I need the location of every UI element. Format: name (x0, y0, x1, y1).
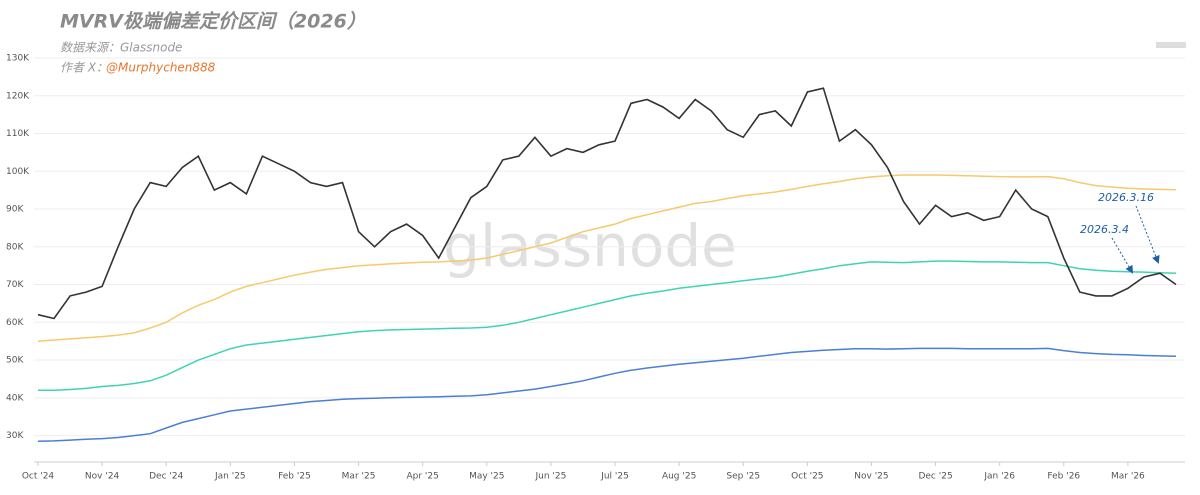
annotation: 2026.3.4 (1080, 223, 1129, 236)
y-tick-label: 50K (6, 356, 24, 366)
x-tick-label: Jan '25 (214, 472, 246, 482)
x-tick-label: Jan '26 (983, 472, 1015, 482)
x-tick-label: Jul '25 (600, 472, 629, 482)
x-tick-label: Apr '25 (406, 472, 438, 482)
x-tick-label: Dec '24 (149, 472, 183, 482)
series-line (37, 347, 1177, 442)
chart-title: MVRV极端偏差定价区间（2026） (60, 11, 366, 33)
y-tick-label: 80K (6, 242, 24, 252)
y-tick-label: 120K (6, 91, 30, 101)
author-label: 作者 X： (60, 61, 108, 75)
y-tick-label: 100K (6, 167, 30, 177)
x-tick-label: Feb '26 (1047, 472, 1080, 482)
x-tick-label: Jun '25 (534, 472, 566, 482)
series-line (37, 87, 1177, 320)
y-tick-label: 40K (6, 393, 24, 403)
x-tick-label: Oct '25 (791, 472, 823, 482)
y-tick-label: 30K (6, 431, 24, 441)
y-tick-label: 90K (6, 205, 24, 215)
x-tick-label: Aug '25 (662, 472, 696, 482)
menu-icon (1156, 42, 1186, 48)
y-tick-label: 60K (6, 318, 24, 328)
x-tick-label: May '25 (469, 472, 504, 482)
author-handle: @Murphychen888 (106, 61, 216, 75)
series-line (38, 260, 1177, 392)
subtitle: 数据来源：Glassnode (60, 41, 182, 55)
x-tick-label: Mar '25 (342, 472, 376, 482)
x-tick-label: Nov '24 (85, 472, 120, 482)
x-tick-label: Sep '25 (726, 472, 760, 482)
x-tick-label: Nov '25 (854, 472, 888, 482)
x-tick-label: Mar '26 (1111, 472, 1145, 482)
annotation-arrow (1135, 205, 1160, 264)
x-tick-label: Feb '25 (278, 472, 311, 482)
annotation-arrow (1111, 237, 1134, 274)
series-line (37, 174, 1177, 342)
annotation: 2026.3.16 (1098, 191, 1154, 204)
x-tick-label: Dec '25 (918, 472, 952, 482)
y-tick-label: 110K (6, 129, 30, 139)
watermark: glassnode (443, 212, 737, 280)
y-tick-label: 70K (6, 280, 24, 290)
x-tick-label: Oct '24 (22, 472, 55, 482)
y-tick-label: 130K (6, 54, 30, 64)
